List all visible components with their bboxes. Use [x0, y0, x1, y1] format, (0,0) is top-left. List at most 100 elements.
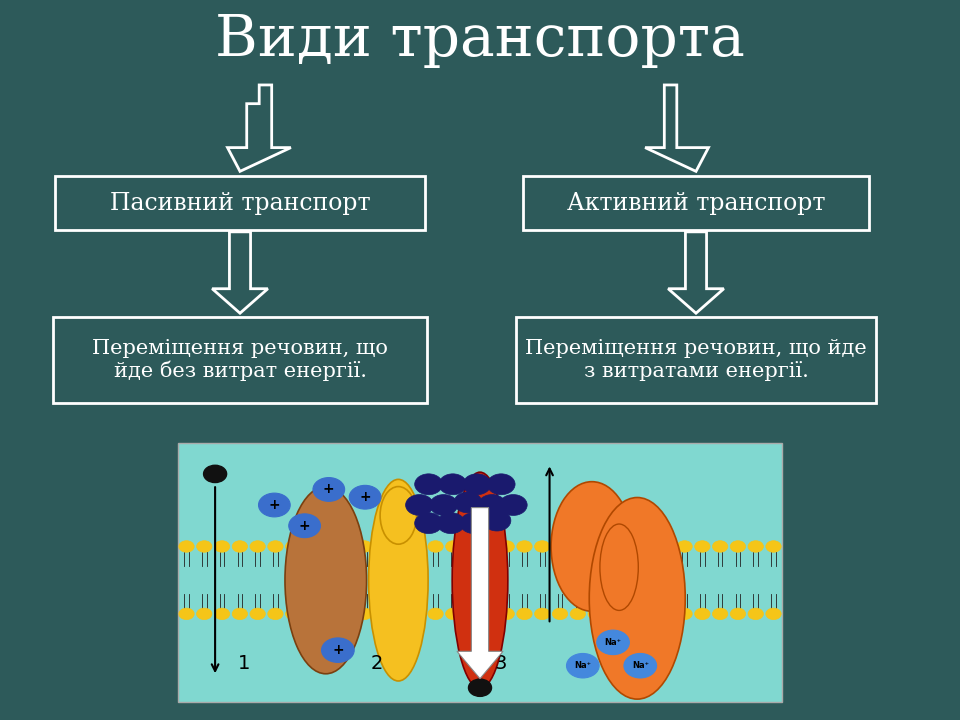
Text: +: +	[332, 643, 344, 657]
Circle shape	[339, 541, 354, 552]
Circle shape	[415, 474, 443, 495]
Circle shape	[197, 608, 212, 620]
FancyBboxPatch shape	[516, 317, 876, 403]
Circle shape	[428, 541, 444, 552]
Circle shape	[566, 654, 599, 678]
Ellipse shape	[452, 472, 508, 688]
Circle shape	[313, 477, 345, 501]
Circle shape	[464, 608, 479, 620]
Circle shape	[197, 541, 212, 552]
Text: Види транспорта: Види транспорта	[215, 12, 745, 68]
Circle shape	[179, 608, 194, 620]
Circle shape	[463, 474, 491, 495]
Circle shape	[428, 608, 444, 620]
Circle shape	[516, 608, 532, 620]
Text: Переміщення речовин, що йде
з витратами енергії.: Переміщення речовин, що йде з витратами …	[525, 339, 867, 381]
Circle shape	[445, 608, 461, 620]
Circle shape	[748, 608, 763, 620]
Circle shape	[268, 608, 283, 620]
Circle shape	[483, 510, 511, 531]
Circle shape	[570, 608, 586, 620]
Circle shape	[478, 495, 506, 516]
Circle shape	[454, 492, 482, 513]
Circle shape	[179, 541, 194, 552]
Text: +: +	[359, 490, 371, 504]
Circle shape	[439, 474, 467, 495]
Circle shape	[516, 541, 532, 552]
FancyBboxPatch shape	[523, 176, 869, 230]
Text: Пасивний транспорт: Пасивний транспорт	[109, 192, 371, 215]
Circle shape	[481, 608, 496, 620]
Circle shape	[285, 541, 300, 552]
Ellipse shape	[285, 487, 367, 674]
Circle shape	[731, 608, 746, 620]
Circle shape	[464, 541, 479, 552]
Circle shape	[214, 541, 229, 552]
Circle shape	[374, 608, 390, 620]
FancyBboxPatch shape	[178, 443, 782, 702]
Text: Na⁺: Na⁺	[574, 661, 591, 670]
Circle shape	[588, 608, 603, 620]
Circle shape	[695, 608, 710, 620]
Circle shape	[349, 485, 381, 509]
Ellipse shape	[369, 480, 428, 681]
Circle shape	[481, 541, 496, 552]
Circle shape	[624, 654, 657, 678]
Text: 3: 3	[495, 654, 507, 672]
FancyBboxPatch shape	[53, 317, 427, 403]
Circle shape	[214, 608, 229, 620]
Text: Активний транспорт: Активний транспорт	[566, 192, 826, 215]
Circle shape	[695, 541, 710, 552]
Circle shape	[410, 608, 425, 620]
Circle shape	[405, 495, 434, 516]
Circle shape	[499, 495, 527, 516]
Circle shape	[748, 541, 763, 552]
Circle shape	[606, 608, 621, 620]
Circle shape	[624, 608, 638, 620]
Circle shape	[597, 630, 630, 654]
Circle shape	[570, 541, 586, 552]
Ellipse shape	[380, 487, 417, 544]
Circle shape	[766, 608, 781, 620]
Circle shape	[499, 541, 515, 552]
Text: 2: 2	[371, 654, 383, 672]
Circle shape	[303, 541, 319, 552]
Circle shape	[445, 541, 461, 552]
Circle shape	[499, 608, 515, 620]
Text: +: +	[323, 482, 335, 497]
Circle shape	[250, 541, 265, 552]
Circle shape	[712, 608, 728, 620]
Circle shape	[641, 541, 657, 552]
Ellipse shape	[551, 482, 633, 611]
Circle shape	[535, 541, 550, 552]
Circle shape	[535, 608, 550, 620]
Circle shape	[268, 541, 283, 552]
Circle shape	[712, 541, 728, 552]
Circle shape	[606, 541, 621, 552]
Text: 1: 1	[238, 654, 251, 672]
Text: +: +	[269, 498, 280, 512]
Circle shape	[552, 608, 567, 620]
Circle shape	[430, 495, 458, 516]
Polygon shape	[457, 508, 503, 679]
Circle shape	[303, 608, 319, 620]
Circle shape	[415, 513, 443, 534]
Circle shape	[460, 513, 488, 534]
Text: Na⁺: Na⁺	[605, 638, 621, 647]
Circle shape	[258, 493, 290, 517]
Text: Переміщення речовин, що
йде без витрат енергії.: Переміщення речовин, що йде без витрат е…	[92, 338, 388, 382]
Circle shape	[468, 679, 492, 696]
Circle shape	[232, 608, 248, 620]
Circle shape	[488, 474, 516, 495]
Text: Na⁺: Na⁺	[632, 661, 649, 670]
Circle shape	[677, 608, 692, 620]
Text: +: +	[299, 518, 310, 533]
Circle shape	[677, 541, 692, 552]
Circle shape	[410, 541, 425, 552]
Circle shape	[289, 514, 321, 538]
Circle shape	[204, 465, 227, 482]
Circle shape	[321, 541, 337, 552]
Circle shape	[357, 541, 372, 552]
Circle shape	[322, 638, 354, 662]
Circle shape	[393, 541, 408, 552]
